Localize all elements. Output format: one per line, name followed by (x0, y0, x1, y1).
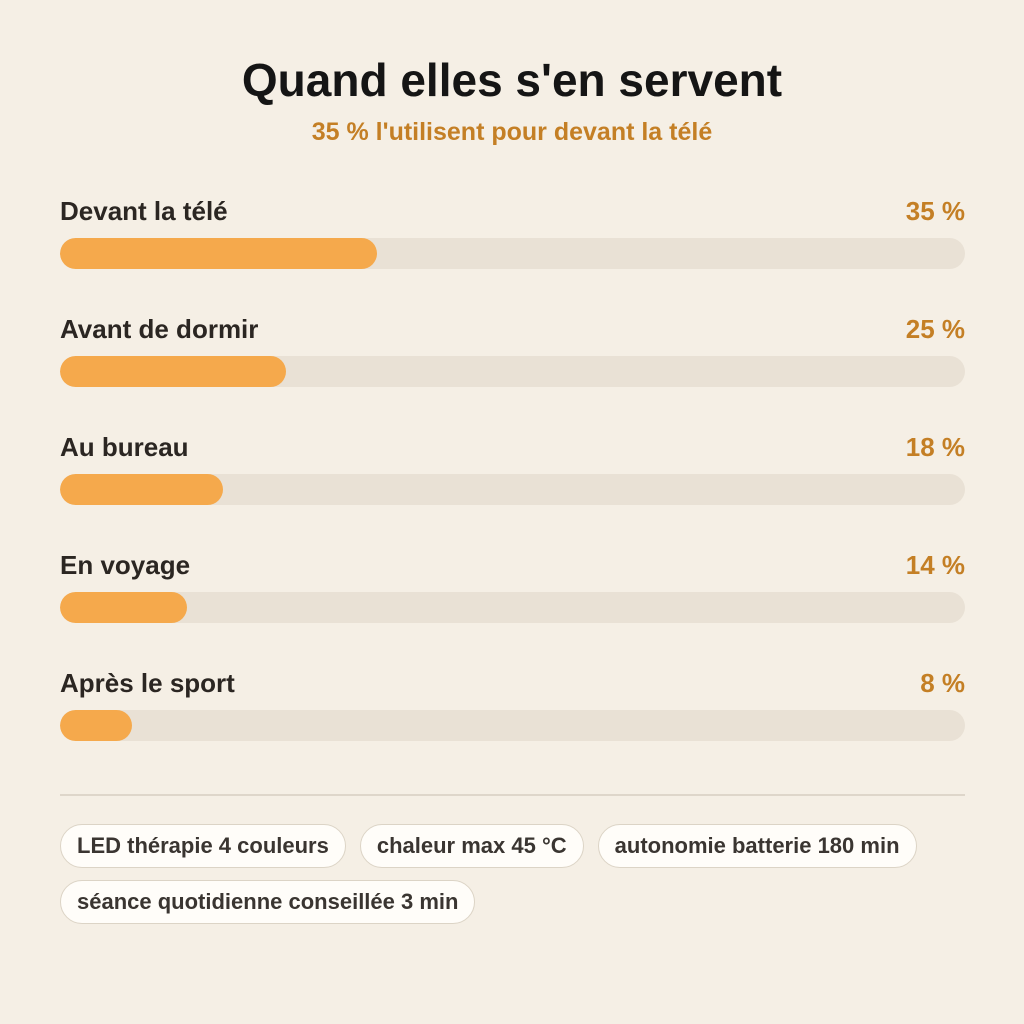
bar-fill (60, 356, 287, 387)
bar-track (60, 710, 965, 741)
bar-label: En voyage (60, 550, 191, 580)
bar-row: Après le sport 8 % (60, 662, 965, 780)
bar-fill (60, 592, 187, 623)
bar-fill (60, 238, 377, 269)
bar-row: Devant la télé 35 % (60, 190, 965, 308)
bar-row: Au bureau 18 % (60, 426, 965, 544)
bar-value-label: 25 % (905, 314, 965, 344)
bar-fill (60, 474, 223, 505)
bar-value-label: 8 % (920, 668, 965, 698)
feature-chip: LED thérapie 4 couleurs (60, 824, 346, 868)
bar-value-label: 18 % (905, 432, 965, 462)
bar-fill (60, 710, 133, 741)
feature-chips: LED thérapie 4 couleurs chaleur max 45 °C… (60, 824, 970, 924)
bar-label: Avant de dormir (60, 314, 259, 344)
feature-chip: autonomie batterie 180 min (597, 824, 917, 868)
bar-chart: Devant la télé 35 % Avant de dormir 25 % Au … (60, 190, 965, 780)
chart-title: Quand elles s'en servent (241, 54, 783, 106)
divider (60, 794, 965, 796)
bar-value-label: 35 % (905, 196, 965, 226)
feature-chip: séance quotidienne conseillée 3 min (60, 880, 476, 924)
bar-label: Devant la télé (60, 196, 228, 226)
bar-label: Après le sport (60, 668, 235, 698)
bar-track (60, 238, 965, 269)
bar-row: Avant de dormir 25 % (60, 308, 965, 426)
bar-row: En voyage 14 % (60, 544, 965, 662)
chart-subtitle: 35 % l'utilisent pour devant la télé (311, 118, 713, 146)
feature-chip: chaleur max 45 °C (359, 824, 584, 868)
bar-track (60, 474, 965, 505)
bar-track (60, 356, 965, 387)
bar-value-label: 14 % (905, 550, 965, 580)
bar-label: Au bureau (60, 432, 189, 462)
bar-track (60, 592, 965, 623)
